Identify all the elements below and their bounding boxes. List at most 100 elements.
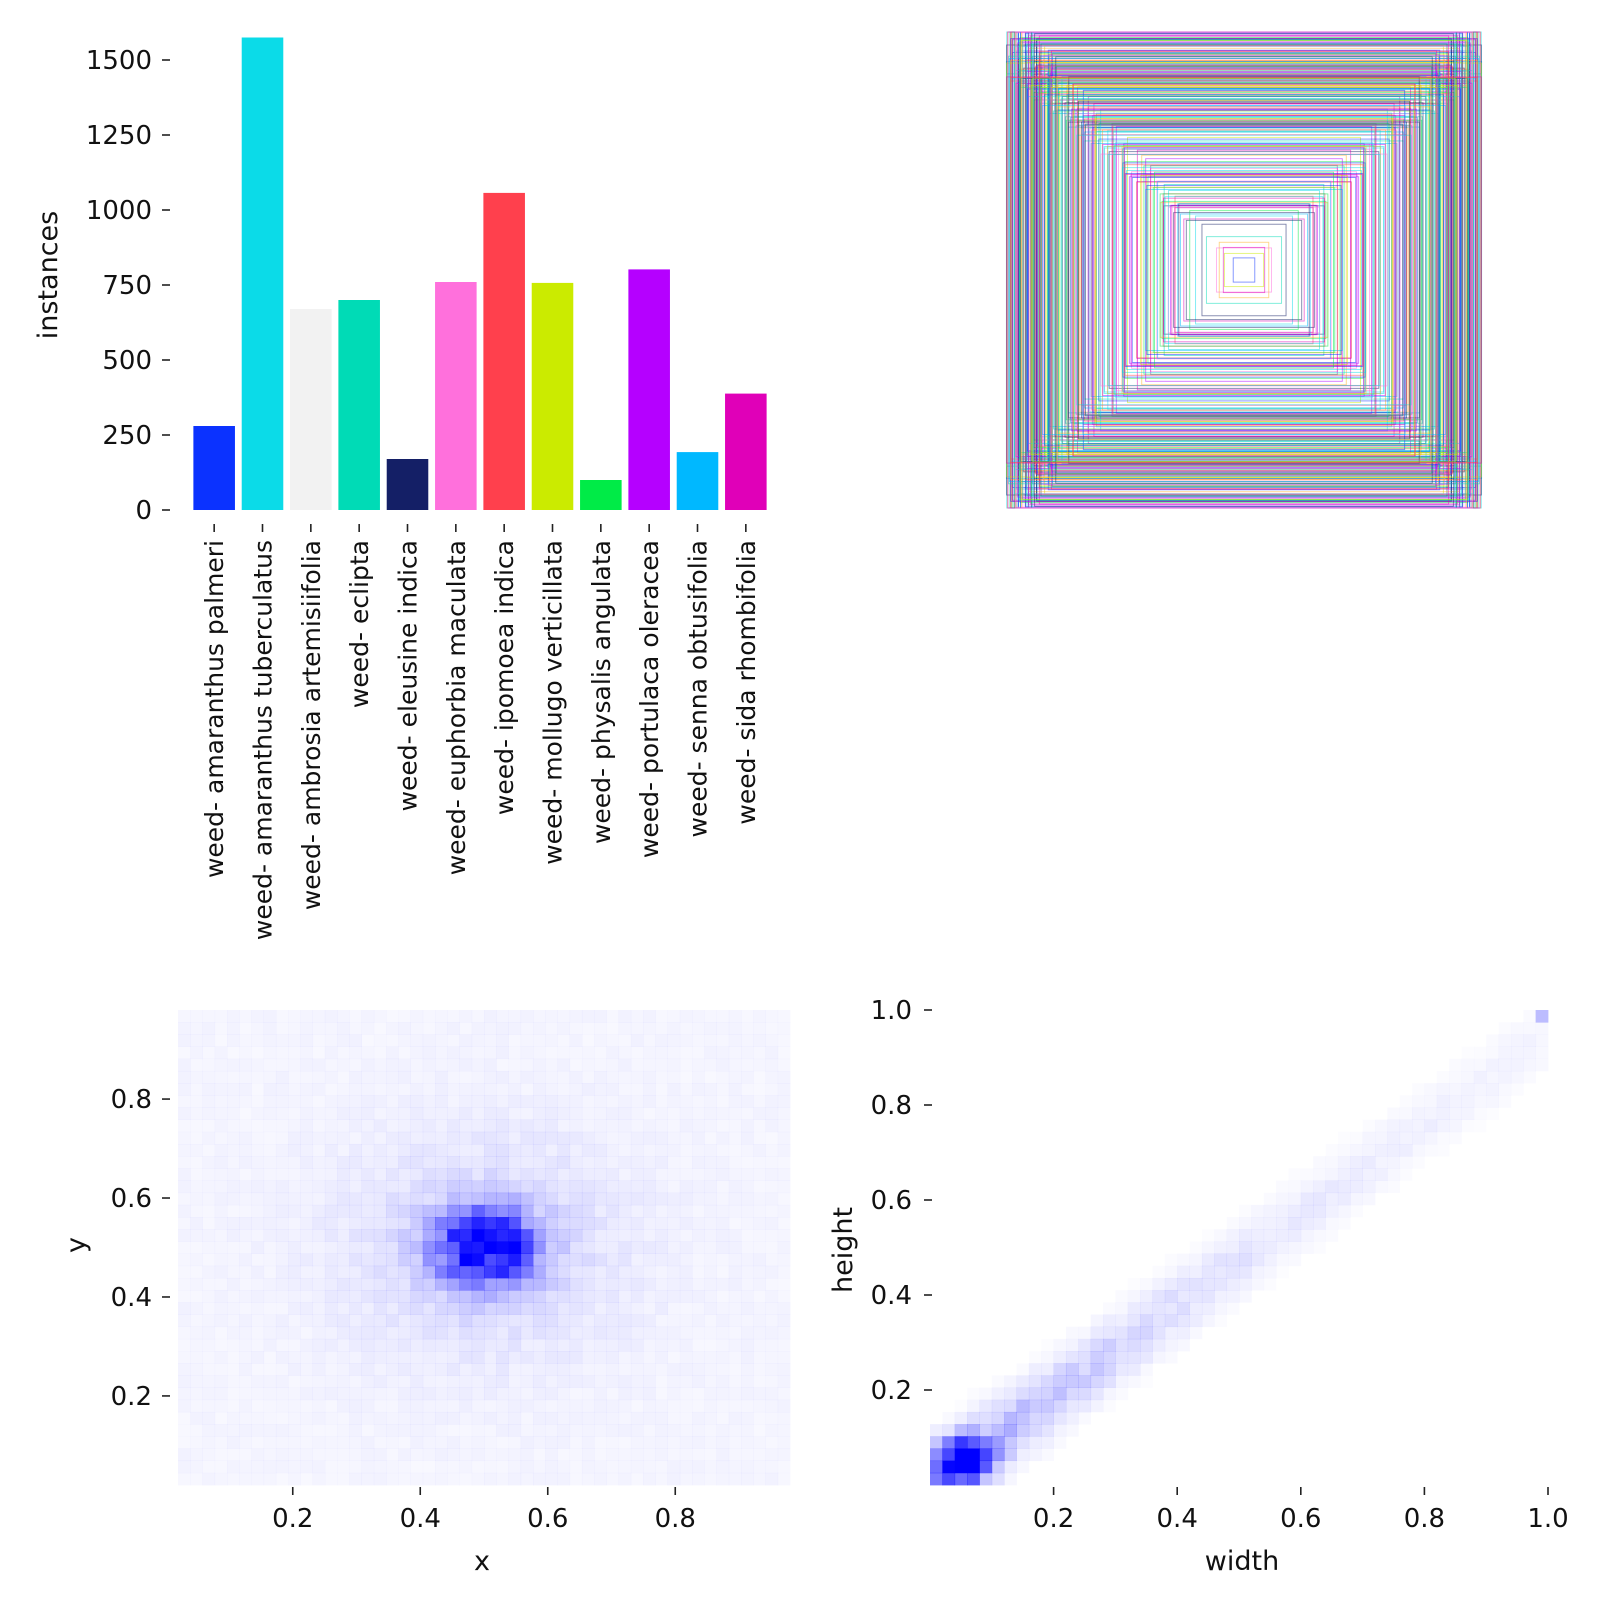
heatmap-cell [533,1461,546,1474]
heatmap-cell [643,1095,656,1108]
heatmap-cell [398,1302,411,1315]
heatmap-cell [680,1412,693,1425]
heatmap-cell [1374,1168,1388,1181]
heatmap-cell [239,1120,252,1133]
heatmap-cell [435,1375,448,1388]
heatmap-cell [361,1131,375,1145]
heatmap-cell [215,1448,228,1461]
bar [338,300,380,510]
heatmap-cell [312,1277,326,1291]
heatmap-cell [1004,1436,1017,1449]
heatmap-cell [954,1460,968,1474]
overlay-box [1055,56,1433,484]
heatmap-cell [239,1278,252,1291]
heatmap-cell [1326,1156,1339,1169]
heatmap-cell [1461,1047,1474,1060]
heatmap-cell [1065,1338,1079,1352]
heatmap-cell [619,1083,632,1096]
heatmap-cell [398,1229,411,1242]
heatmap-cell [239,1351,252,1364]
heatmap-cell [704,1180,717,1194]
heatmap-cell [472,1010,485,1023]
heatmap-cell [655,1388,668,1401]
heatmap-cell [532,1399,546,1413]
heatmap-cell [716,1277,730,1291]
heatmap-cell [532,1143,546,1157]
heatmap-cell [545,1010,558,1023]
heatmap-cell [1090,1399,1104,1413]
heatmap-cell [276,1363,289,1376]
heatmap-cell [288,1047,301,1060]
heatmap-cell [532,1411,546,1425]
heatmap-cell [520,1399,534,1413]
heatmap-cell [471,1022,485,1035]
heatmap-cell [288,1229,301,1242]
heatmap-cell [496,1375,509,1388]
heatmap-cell [361,1302,375,1315]
heatmap-cell [753,1205,766,1218]
heatmap-cell [716,1168,730,1181]
heatmap-cell [398,1277,411,1291]
heatmap-cell [435,1095,448,1108]
heatmap-cell [1326,1229,1339,1242]
heatmap-cell [532,1119,546,1133]
heatmap-cell [643,1253,656,1267]
heatmap-cell [508,1156,522,1169]
heatmap-cell [655,1241,668,1254]
heatmap-cell [1486,1034,1499,1047]
heatmap-cell [373,1277,387,1291]
heatmap-cell [704,1071,717,1084]
heatmap-cell [386,1363,399,1376]
overlay-box [1150,164,1338,376]
heatmap-cell [753,1034,766,1047]
heatmap-cell [227,1375,240,1388]
heatmap-cell [753,1424,766,1437]
heatmap-cell [1511,1071,1524,1084]
xy-x-tick-label: 0.8 [655,1504,696,1534]
heatmap-cell [655,1326,668,1340]
heatmap-cell [692,1424,705,1437]
heatmap-cell [643,1460,656,1474]
heatmap-cell [398,1168,411,1181]
heatmap-cell [1164,1277,1178,1291]
heatmap-cell [569,1363,583,1376]
heatmap-cell [410,1180,424,1194]
overlay-box [1164,196,1324,344]
bar-series [193,37,767,510]
heatmap-cell [190,1132,203,1145]
heatmap-cell [214,1302,228,1315]
heatmap-cell [459,1265,473,1279]
heatmap-cell [594,1338,607,1352]
heatmap-cell [324,1192,338,1206]
heatmap-cell [667,1472,681,1486]
bar-y-axis-title: instances [33,211,64,339]
heatmap-cell [606,1131,620,1145]
bar-y-tick-label: 750 [102,271,152,301]
heatmap-cell [275,1351,289,1364]
heatmap-cell [668,1412,681,1425]
heatmap-cell [532,1022,546,1035]
heatmap-cell [778,1473,791,1486]
heatmap-cell [312,1204,326,1218]
heatmap-cell [778,1156,791,1169]
heatmap-cell [728,1107,742,1121]
heatmap-cell [606,1119,620,1133]
heatmap-cell [410,1095,424,1108]
heatmap-cell [741,1448,754,1461]
heatmap-cell [765,1314,779,1328]
heatmap-cell [569,1217,583,1230]
heatmap-cell [435,1265,448,1279]
heatmap-cell [1510,1034,1524,1047]
heatmap-cell [1041,1411,1054,1425]
heatmap-cell [1078,1387,1092,1401]
heatmap-cell [435,1472,448,1486]
heatmap-cell [435,1083,448,1096]
heatmap-cell [324,1143,338,1157]
heatmap-cell [202,1070,216,1084]
heatmap-cell [1239,1253,1252,1267]
heatmap-cell [520,1107,534,1121]
heatmap-cell [1016,1411,1030,1425]
heatmap-cell [1251,1265,1265,1279]
heatmap-cell [1251,1217,1265,1230]
heatmap-cell [741,1314,754,1328]
